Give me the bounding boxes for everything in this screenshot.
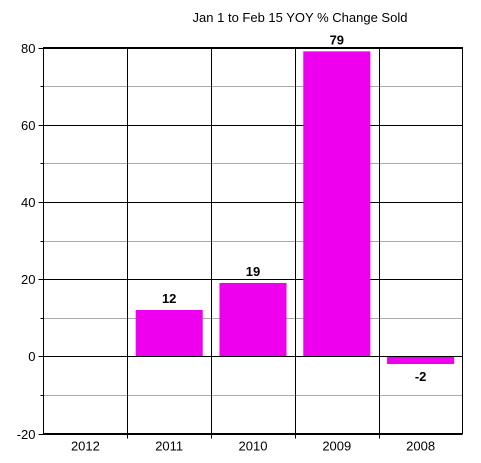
data-label-2008: -2	[415, 369, 427, 384]
y-tick-label: 40	[21, 195, 35, 210]
bar-2009	[303, 51, 371, 357]
y-tick-label: -20	[17, 427, 36, 442]
y-tick-label: 60	[21, 118, 35, 133]
data-label-2010: 19	[246, 264, 260, 279]
y-tick-label: 80	[21, 41, 35, 56]
x-axis: 2012 2011 2010 2009 2008	[71, 439, 435, 454]
x-tick-label-2011: 2011	[155, 439, 183, 454]
bar-2011	[135, 309, 203, 357]
bars	[135, 51, 455, 365]
x-tick-label-2008: 2008	[406, 439, 435, 454]
category-gridlines	[127, 47, 380, 439]
y-tick-label: 0	[28, 349, 35, 364]
chart-title: Jan 1 to Feb 15 YOY % Change Sold	[193, 10, 408, 25]
plot-frame	[43, 47, 463, 434]
data-label-2011: 12	[162, 291, 176, 306]
bar-2010	[219, 282, 287, 357]
y-tick-label: 20	[21, 272, 35, 287]
y-axis: -20 0 20 40 60 80	[17, 41, 44, 442]
x-tick-label-2009: 2009	[322, 439, 351, 454]
bar-2008	[387, 356, 455, 365]
x-tick-label-2012: 2012	[71, 439, 100, 454]
data-label-2009: 79	[330, 32, 344, 47]
x-tick-label-2010: 2010	[239, 439, 268, 454]
data-labels: 12 19 79 -2	[162, 32, 426, 384]
